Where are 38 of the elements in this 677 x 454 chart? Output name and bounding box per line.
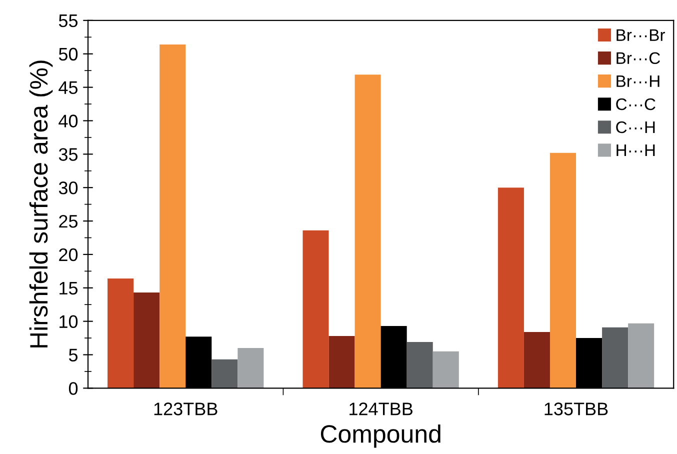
- bar: [550, 152, 576, 388]
- bar: [524, 332, 550, 388]
- y-tick-label: 0: [68, 382, 78, 395]
- y-tick-label: 30: [58, 182, 78, 194]
- y-tick-label: 50: [58, 48, 78, 61]
- y-tick-label: 5: [68, 348, 78, 362]
- bar: [498, 188, 524, 388]
- bar: [432, 351, 459, 388]
- x-tick-label: 135TBB: [544, 402, 608, 416]
- y-tick-label: 40: [58, 114, 78, 128]
- legend-label: C···H: [616, 121, 655, 134]
- y-tick-label: 15: [60, 282, 78, 295]
- y-tick-label: 25: [59, 214, 78, 228]
- y-tick-label: 10: [60, 315, 78, 328]
- bar: [108, 278, 134, 388]
- bar: [406, 342, 433, 388]
- legend-label: C···C: [616, 98, 656, 110]
- y-axis-title: Hirshfeld surface area (%): [29, 60, 53, 348]
- legend-label: Br···Br: [616, 29, 666, 41]
- bar: [302, 230, 329, 388]
- bar: [212, 359, 238, 388]
- bar: [354, 74, 381, 388]
- bar: [328, 336, 355, 388]
- bar: [628, 323, 654, 388]
- legend-label: H···H: [616, 144, 655, 156]
- bar: [238, 348, 264, 388]
- x-tick-label: 124TBB: [350, 402, 412, 416]
- y-tick-label: 35: [58, 148, 78, 161]
- x-axis-title: Compound: [320, 424, 440, 448]
- bar: [602, 327, 628, 388]
- legend-label: Br···H: [616, 75, 660, 87]
- x-tick-label: 123TBB: [154, 402, 218, 416]
- bar: [160, 44, 186, 388]
- bar: [134, 292, 160, 388]
- y-tick-label: 20: [59, 248, 78, 262]
- legend-label: Br···C: [616, 52, 660, 64]
- y-tick-label: 55: [58, 14, 78, 28]
- y-tick-label: 45: [58, 81, 78, 94]
